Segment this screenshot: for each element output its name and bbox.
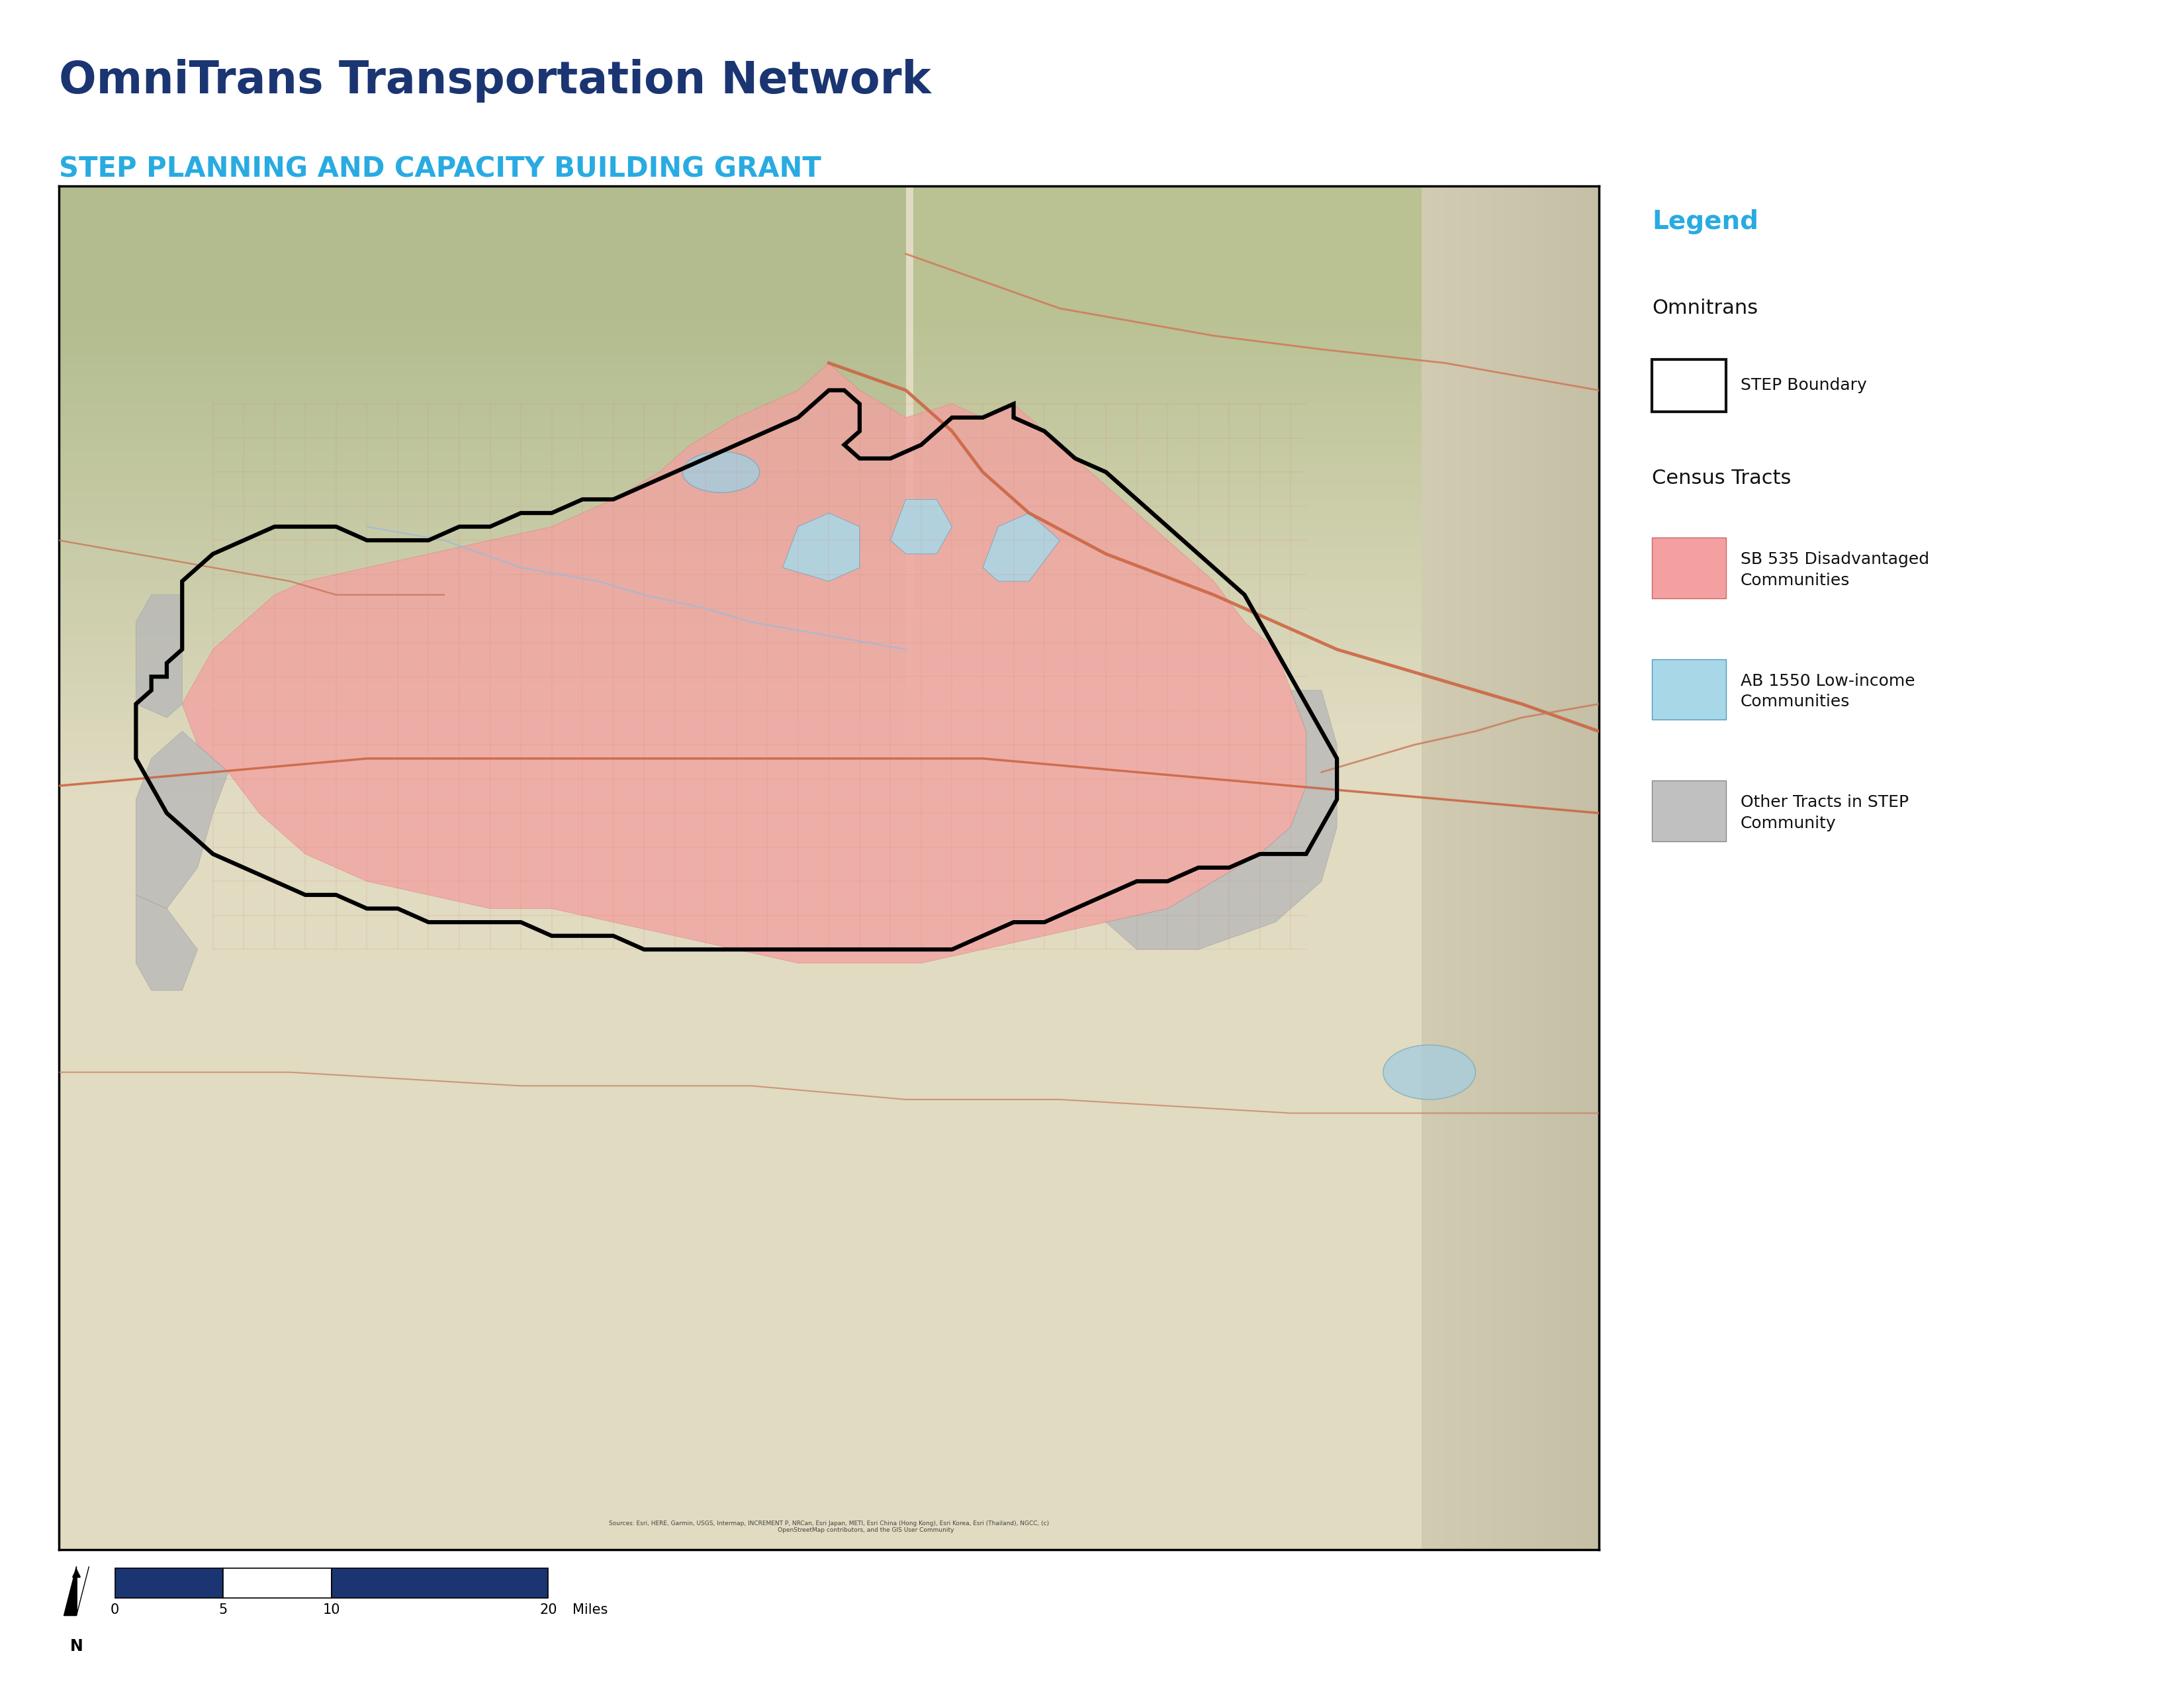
Bar bbox=[116, 1568, 223, 1599]
Text: Sources: Esri, HERE, Garmin, USGS, Intermap, INCREMENT P, NRCan, Esri Japan, MET: Sources: Esri, HERE, Garmin, USGS, Inter… bbox=[609, 1521, 1048, 1533]
Ellipse shape bbox=[684, 452, 760, 493]
FancyBboxPatch shape bbox=[1651, 658, 1725, 719]
Text: Census Tracts: Census Tracts bbox=[1651, 469, 1791, 488]
Polygon shape bbox=[135, 895, 197, 991]
Text: Other Tracts in STEP
Community: Other Tracts in STEP Community bbox=[1741, 795, 1909, 832]
Text: STEP Boundary: STEP Boundary bbox=[1741, 376, 1867, 393]
Ellipse shape bbox=[1382, 1045, 1476, 1099]
Text: 5: 5 bbox=[218, 1604, 227, 1617]
FancyBboxPatch shape bbox=[1651, 537, 1725, 598]
Text: Legend: Legend bbox=[1651, 209, 1758, 235]
Polygon shape bbox=[76, 1566, 90, 1615]
Text: 10: 10 bbox=[323, 1604, 341, 1617]
Bar bbox=[223, 1568, 332, 1599]
Text: STEP PLANNING AND CAPACITY BUILDING GRANT: STEP PLANNING AND CAPACITY BUILDING GRAN… bbox=[59, 155, 821, 182]
Text: 0: 0 bbox=[111, 1604, 120, 1617]
Polygon shape bbox=[1105, 690, 1337, 949]
Text: Omnitrans: Omnitrans bbox=[1651, 299, 1758, 317]
Polygon shape bbox=[135, 594, 181, 717]
Text: Miles: Miles bbox=[572, 1604, 607, 1617]
Text: OmniTrans Transportation Network: OmniTrans Transportation Network bbox=[59, 59, 930, 103]
Text: AB 1550 Low-income
Communities: AB 1550 Low-income Communities bbox=[1741, 674, 1915, 711]
Polygon shape bbox=[181, 363, 1306, 964]
Polygon shape bbox=[135, 731, 229, 908]
Text: 20: 20 bbox=[539, 1604, 557, 1617]
Text: N: N bbox=[70, 1639, 83, 1654]
Polygon shape bbox=[983, 513, 1059, 581]
Bar bbox=[332, 1568, 548, 1599]
Polygon shape bbox=[63, 1566, 76, 1615]
FancyBboxPatch shape bbox=[1651, 360, 1725, 412]
Polygon shape bbox=[782, 513, 860, 581]
FancyBboxPatch shape bbox=[1651, 780, 1725, 841]
Text: SB 535 Disadvantaged
Communities: SB 535 Disadvantaged Communities bbox=[1741, 552, 1928, 589]
Polygon shape bbox=[891, 500, 952, 554]
